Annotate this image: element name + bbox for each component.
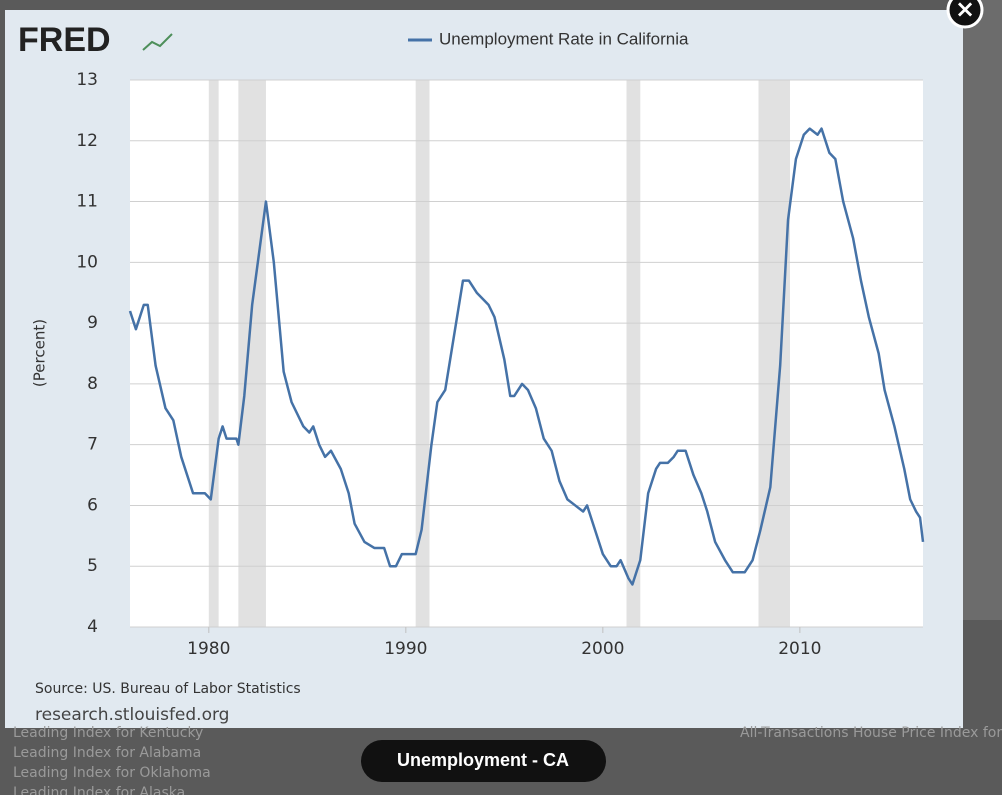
y-tick-label: 7 (87, 435, 98, 455)
background-item: All-Transactions House Price Index for (740, 725, 1002, 741)
close-icon[interactable]: × (955, 0, 975, 23)
site: research.stlouisfed.org (35, 705, 229, 725)
logo-icon (142, 33, 173, 51)
background-panel (963, 0, 1002, 620)
y-tick-label: 5 (87, 556, 98, 576)
y-axis-label: (Percent) (31, 319, 49, 387)
y-tick-label: 4 (87, 617, 98, 637)
y-tick-label: 11 (76, 192, 98, 212)
background-item: Leading Index for Alaska (13, 785, 185, 795)
source: Source: US. Bureau of Labor Statistics (35, 681, 301, 697)
legend-label: Unemployment Rate in California (439, 29, 689, 48)
background-item: Leading Index for Kentucky (13, 725, 203, 741)
logo: FRED (18, 21, 111, 59)
x-tick-label: 2010 (778, 639, 821, 659)
x-tick-label: 2000 (581, 639, 624, 659)
y-tick-label: 9 (87, 313, 98, 333)
recession-shade (758, 80, 791, 627)
recession-shade (626, 80, 641, 627)
button[interactable] (361, 740, 606, 782)
button-label[interactable]: Unemployment - CA (397, 750, 569, 770)
recession-shade (208, 80, 219, 627)
y-tick-label: 12 (76, 131, 98, 151)
series-line (128, 127, 925, 586)
y-tick-label: 8 (87, 374, 98, 394)
y-tick-label: 13 (76, 70, 98, 90)
y-tick-label: 6 (87, 495, 98, 515)
background-list: Leading Index for Kentucky Leading Index … (13, 725, 1002, 795)
background-item: Leading Index for Alabama (13, 745, 201, 761)
chart: 4 5 6 7 8 9 10 11 12 13 1980 1990 2000 2010 (Percent) U… (31, 29, 925, 659)
x-tick-label: 1990 (384, 639, 427, 659)
close-button[interactable] (946, 0, 984, 29)
background-item: Leading Index for Oklahoma (13, 765, 211, 781)
y-tick-label: 10 (76, 252, 98, 272)
recession-shade (238, 80, 266, 627)
x-tick-label: 1980 (187, 639, 230, 659)
